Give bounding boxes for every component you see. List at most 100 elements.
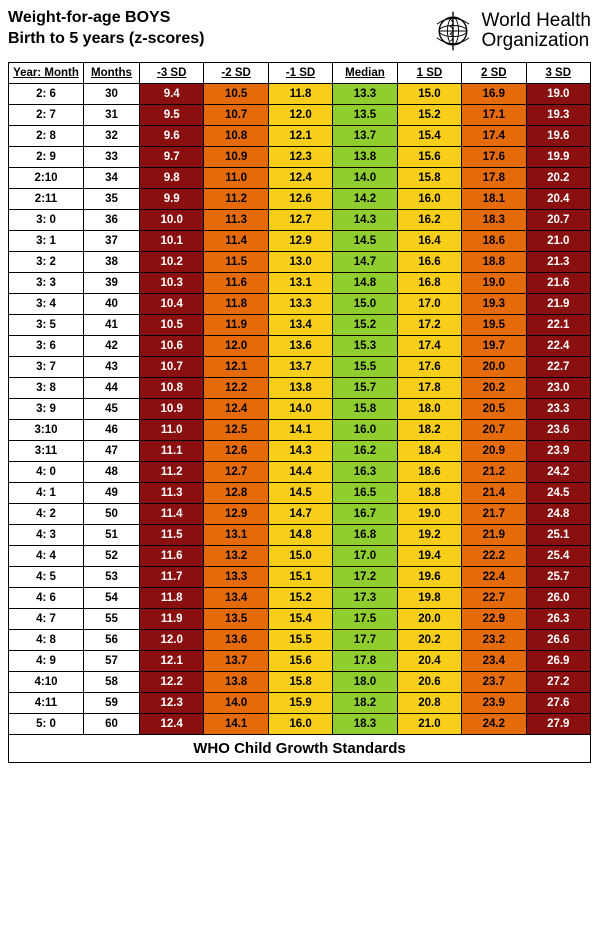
cell: 16.8: [333, 525, 397, 546]
cell: 23.9: [462, 693, 526, 714]
cell: 20.2: [462, 378, 526, 399]
cell: 16.3: [333, 462, 397, 483]
cell: 18.0: [397, 399, 461, 420]
cell: 32: [84, 126, 140, 147]
cell: 11.1: [140, 441, 204, 462]
cell: 18.2: [397, 420, 461, 441]
cell: 13.1: [204, 525, 268, 546]
cell: 20.9: [462, 441, 526, 462]
table-row: 4: 45211.613.215.017.019.422.225.4: [9, 546, 591, 567]
cell: 13.3: [333, 84, 397, 105]
cell: 18.3: [462, 210, 526, 231]
table-row: 2: 9339.710.912.313.815.617.619.9: [9, 147, 591, 168]
cell: 14.3: [268, 441, 332, 462]
cell: 17.7: [333, 630, 397, 651]
cell: 34: [84, 168, 140, 189]
cell: 18.3: [333, 714, 397, 735]
cell: 19.6: [526, 126, 590, 147]
cell: 16.0: [268, 714, 332, 735]
table-row: 4: 65411.813.415.217.319.822.726.0: [9, 588, 591, 609]
cell: 15.2: [268, 588, 332, 609]
cell: 17.4: [462, 126, 526, 147]
cell: 4: 5: [9, 567, 84, 588]
cell: 17.4: [397, 336, 461, 357]
cell: 17.6: [397, 357, 461, 378]
cell: 10.1: [140, 231, 204, 252]
cell: 20.7: [526, 210, 590, 231]
table-row: 4:115912.314.015.918.220.823.927.6: [9, 693, 591, 714]
col-header: Year: Month: [9, 63, 84, 84]
cell: 3: 8: [9, 378, 84, 399]
cell: 4:11: [9, 693, 84, 714]
cell: 16.4: [397, 231, 461, 252]
cell: 13.6: [268, 336, 332, 357]
cell: 20.4: [526, 189, 590, 210]
cell: 44: [84, 378, 140, 399]
cell: 4: 7: [9, 609, 84, 630]
table-row: 3:104611.012.514.116.018.220.723.6: [9, 420, 591, 441]
cell: 31: [84, 105, 140, 126]
cell: 38: [84, 252, 140, 273]
cell: 13.7: [333, 126, 397, 147]
cell: 16.0: [397, 189, 461, 210]
cell: 12.4: [204, 399, 268, 420]
table-row: 3: 94510.912.414.015.818.020.523.3: [9, 399, 591, 420]
cell: 13.0: [268, 252, 332, 273]
cell: 15.6: [268, 651, 332, 672]
cell: 17.8: [397, 378, 461, 399]
table-row: 2:11359.911.212.614.216.018.120.4: [9, 189, 591, 210]
cell: 3: 9: [9, 399, 84, 420]
cell: 15.8: [397, 168, 461, 189]
cell: 15.7: [333, 378, 397, 399]
cell: 37: [84, 231, 140, 252]
table-row: 3: 74310.712.113.715.517.620.022.7: [9, 357, 591, 378]
cell: 11.3: [204, 210, 268, 231]
header: Weight-for-age BOYS Birth to 5 years (z-…: [8, 8, 591, 54]
cell: 17.2: [333, 567, 397, 588]
cell: 27.2: [526, 672, 590, 693]
cell: 3:10: [9, 420, 84, 441]
cell: 12.8: [204, 483, 268, 504]
cell: 18.8: [397, 483, 461, 504]
cell: 3: 0: [9, 210, 84, 231]
cell: 10.2: [140, 252, 204, 273]
cell: 15.5: [333, 357, 397, 378]
cell: 20.5: [462, 399, 526, 420]
cell: 18.4: [397, 441, 461, 462]
cell: 20.6: [397, 672, 461, 693]
cell: 55: [84, 609, 140, 630]
table-row: 5: 06012.414.116.018.321.024.227.9: [9, 714, 591, 735]
cell: 12.9: [204, 504, 268, 525]
cell: 13.3: [268, 294, 332, 315]
cell: 10.8: [204, 126, 268, 147]
cell: 12.6: [204, 441, 268, 462]
cell: 24.5: [526, 483, 590, 504]
footer-row: WHO Child Growth Standards: [9, 735, 591, 763]
col-header: Months: [84, 63, 140, 84]
cell: 57: [84, 651, 140, 672]
cell: 4: 1: [9, 483, 84, 504]
table-row: 2: 8329.610.812.113.715.417.419.6: [9, 126, 591, 147]
cell: 49: [84, 483, 140, 504]
cell: 43: [84, 357, 140, 378]
cell: 12.1: [140, 651, 204, 672]
cell: 9.4: [140, 84, 204, 105]
cell: 19.5: [462, 315, 526, 336]
cell: 24.2: [526, 462, 590, 483]
cell: 20.2: [526, 168, 590, 189]
cell: 13.2: [204, 546, 268, 567]
table-row: 3:114711.112.614.316.218.420.923.9: [9, 441, 591, 462]
table-row: 3: 54110.511.913.415.217.219.522.1: [9, 315, 591, 336]
cell: 11.9: [140, 609, 204, 630]
cell: 11.8: [268, 84, 332, 105]
cell: 14.0: [268, 399, 332, 420]
cell: 19.9: [526, 147, 590, 168]
cell: 18.6: [462, 231, 526, 252]
cell: 20.4: [397, 651, 461, 672]
cell: 3: 2: [9, 252, 84, 273]
cell: 19.6: [397, 567, 461, 588]
cell: 11.5: [140, 525, 204, 546]
cell: 14.0: [204, 693, 268, 714]
cell: 18.0: [333, 672, 397, 693]
col-header: 1 SD: [397, 63, 461, 84]
